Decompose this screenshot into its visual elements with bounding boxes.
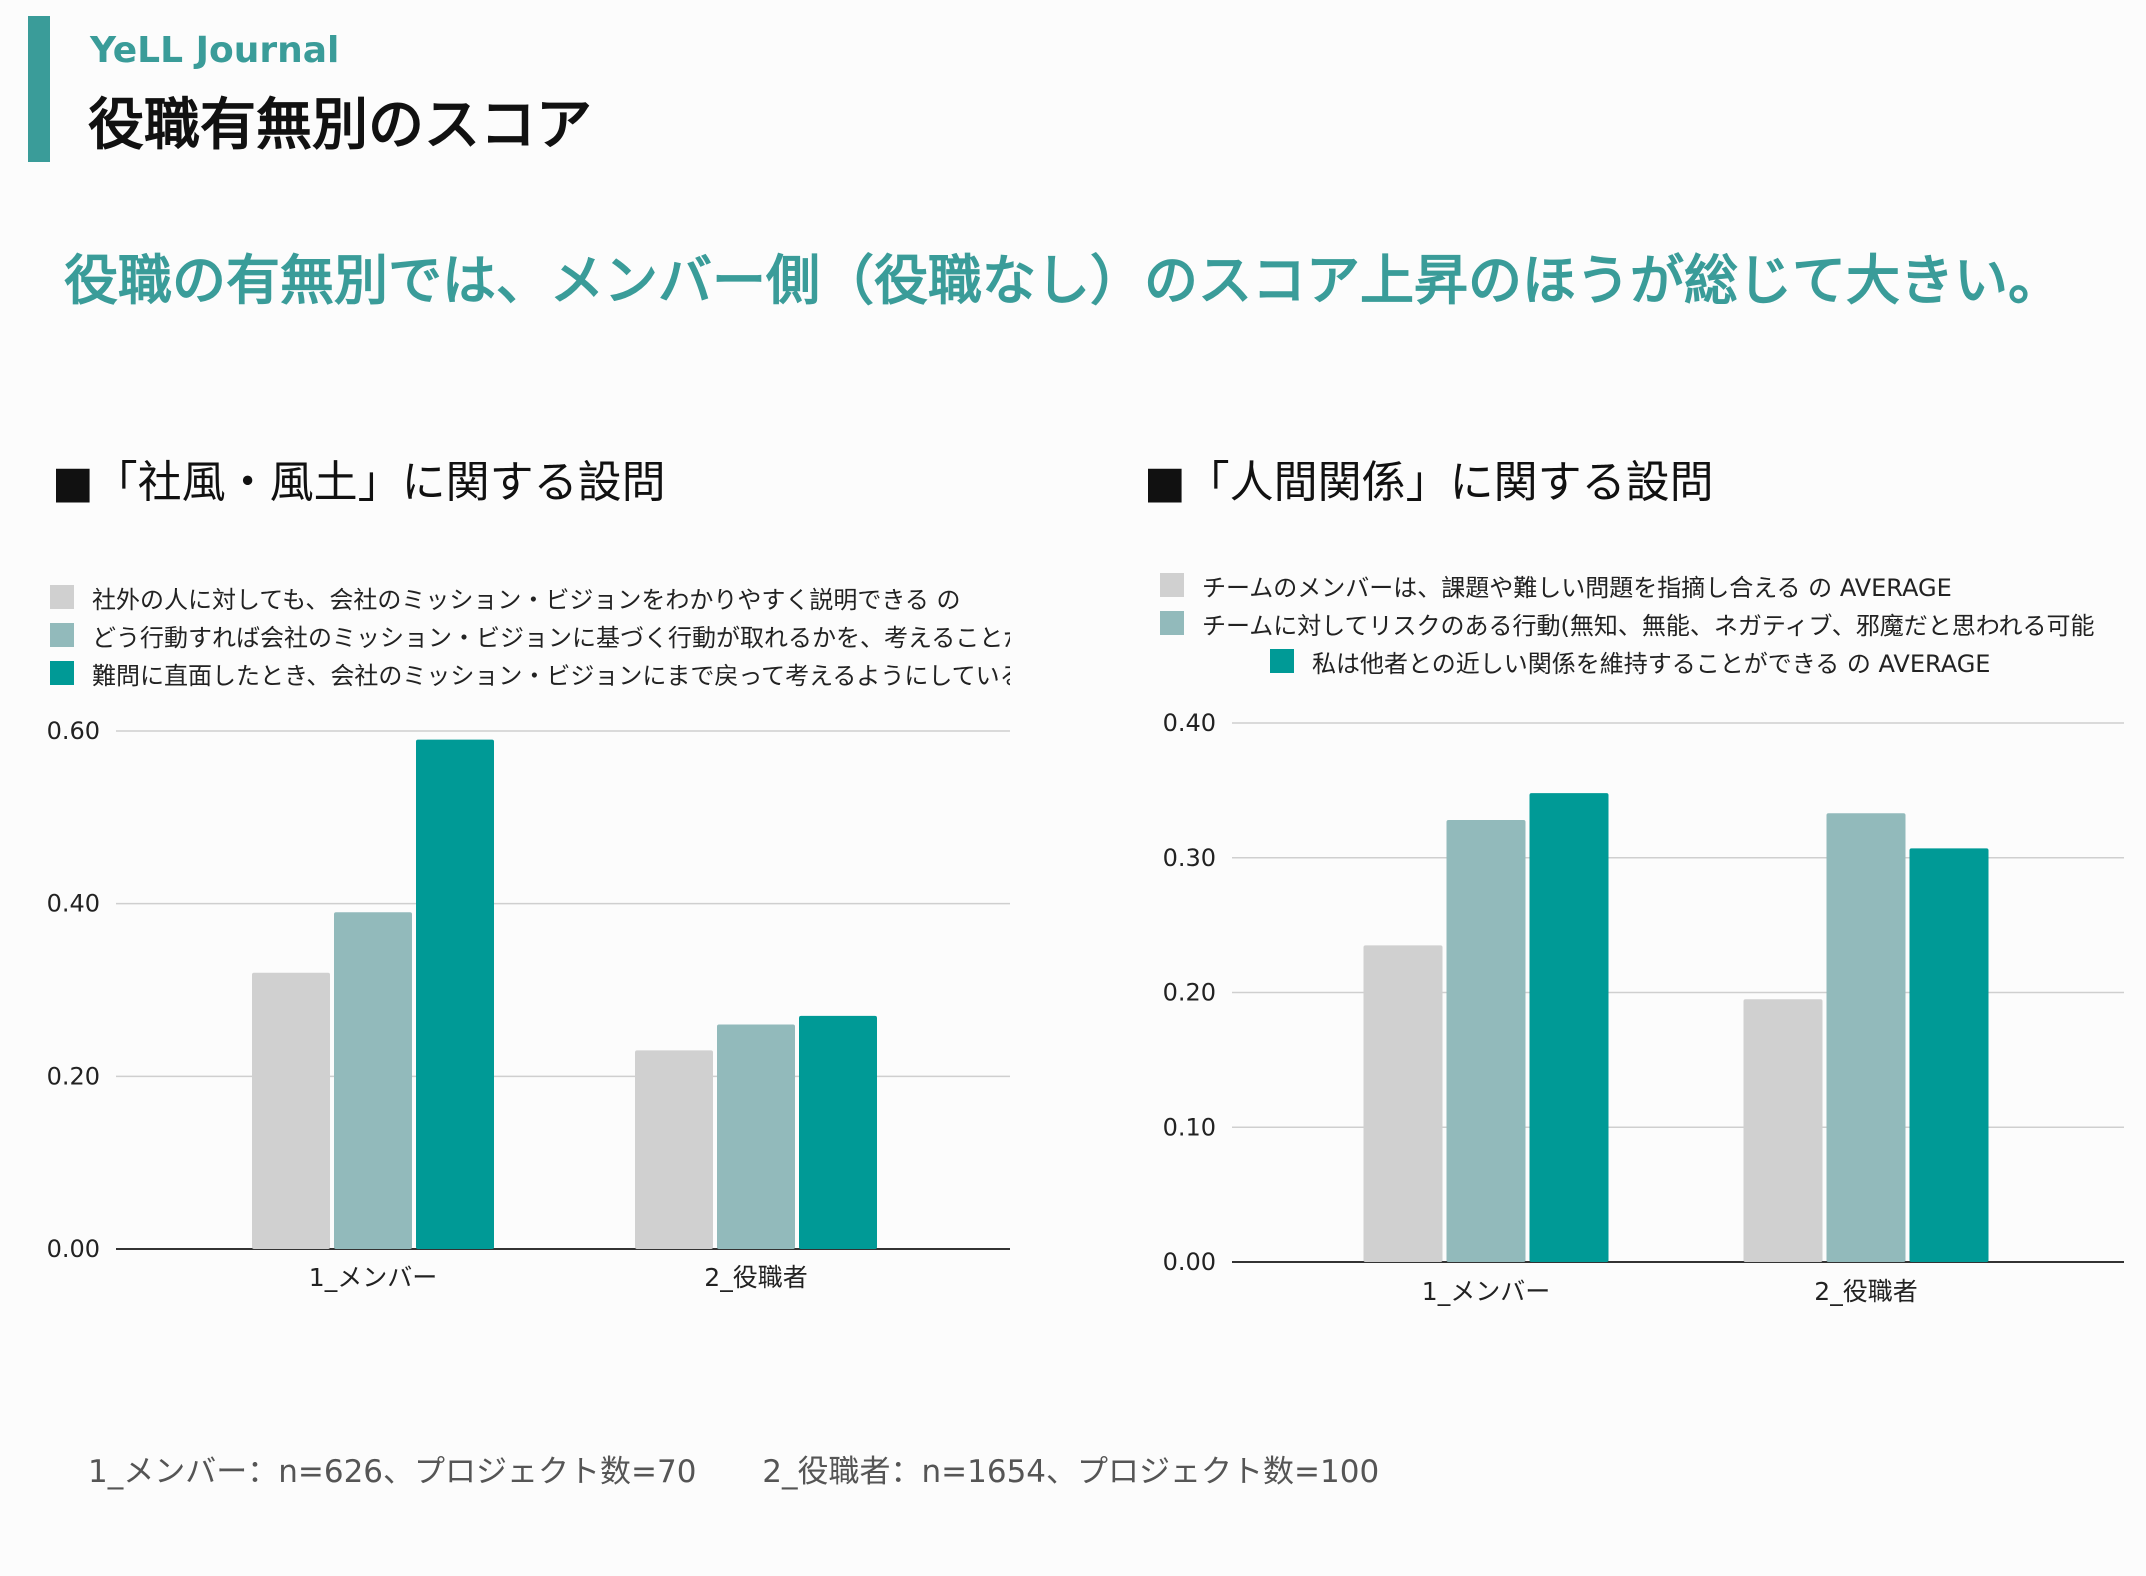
right-section-title: ■「人間関係」に関する設問 [1144, 457, 1714, 508]
page-title: 役職有無別のスコア [88, 93, 592, 158]
legend-swatch [1270, 649, 1294, 673]
y-tick-label: 0.20 [47, 1062, 100, 1090]
brand-label: YeLL Journal [90, 30, 340, 71]
bar [334, 912, 412, 1249]
bar [1529, 793, 1609, 1262]
legend-label: どう行動すれば会社のミッション・ビジョンに基づく行動が取れるかを、考えることがあ [92, 623, 1010, 652]
bar [1446, 820, 1526, 1262]
bar [252, 972, 330, 1249]
footnote: 1_メンバー：n=626、プロジェクト数=70 2_役職者：n=1654、プロジ… [88, 1446, 1379, 1491]
y-tick-label: 0.10 [1163, 1113, 1216, 1141]
y-tick-label: 0.40 [47, 890, 100, 918]
legend-label: 難問に直面したとき、会社のミッション・ビジョンにまで戻って考えるようにしている … [92, 661, 1010, 690]
bar [416, 739, 494, 1249]
bar [1363, 945, 1443, 1262]
legend-item: どう行動すれば会社のミッション・ビジョンに基づく行動が取れるかを、考えることがあ [50, 616, 1010, 654]
x-category-label: 2_役職者 [704, 1263, 807, 1292]
bar [799, 1015, 877, 1249]
footnote-manager: 2_役職者：n=1654、プロジェクト数=100 [762, 1454, 1380, 1490]
legend-item: 難問に直面したとき、会社のミッション・ビジョンにまで戻って考えるようにしている … [50, 654, 1010, 692]
legend-swatch [50, 623, 74, 647]
accent-bar [28, 16, 50, 162]
y-tick-label: 0.00 [1163, 1248, 1216, 1276]
y-tick-label: 0.40 [1163, 709, 1216, 737]
legend-item: チームのメンバーは、課題や難しい問題を指摘し合える の AVERAGE [1160, 566, 2120, 604]
legend-item: 社外の人に対しても、会社のミッション・ビジョンをわかりやすく説明できる の [50, 578, 1010, 616]
legend-swatch [1160, 611, 1184, 635]
bar [717, 1024, 795, 1249]
legend-label: 私は他者との近しい関係を維持することができる の AVERAGE [1312, 649, 1991, 678]
y-tick-label: 0.60 [47, 717, 100, 745]
bar [1743, 999, 1823, 1262]
bar [635, 1050, 713, 1249]
legend-label: チームに対してリスクのある行動(無知、無能、ネガティブ、邪魔だと思われる可能 [1202, 611, 2095, 640]
legend-swatch [50, 661, 74, 685]
footnote-member: 1_メンバー：n=626、プロジェクト数=70 [88, 1454, 697, 1490]
y-tick-label: 0.20 [1163, 979, 1216, 1007]
bar [1909, 848, 1989, 1262]
legend-swatch [1160, 573, 1184, 597]
left-section-title: ■「社風・風土」に関する設問 [52, 457, 666, 508]
legend-label: 社外の人に対しても、会社のミッション・ビジョンをわかりやすく説明できる の [92, 585, 961, 614]
y-tick-label: 0.00 [47, 1235, 100, 1263]
legend-item: 私は他者との近しい関係を維持することができる の AVERAGE [1160, 642, 2120, 680]
right-chart-legend: チームのメンバーは、課題や難しい問題を指摘し合える の AVERAGE チームに… [1160, 566, 2120, 680]
legend-item: チームに対してリスクのある行動(無知、無能、ネガティブ、邪魔だと思われる可能 [1160, 604, 2120, 642]
bar [1826, 813, 1906, 1262]
x-category-label: 2_役職者 [1814, 1277, 1917, 1306]
legend-label: チームのメンバーは、課題や難しい問題を指摘し合える の AVERAGE [1202, 573, 1952, 602]
legend-swatch [50, 585, 74, 609]
y-tick-label: 0.30 [1163, 844, 1216, 872]
x-category-label: 1_メンバー [1422, 1277, 1550, 1306]
headline: 役職の有無別では、メンバー側（役職なし）のスコア上昇のほうが総じて大きい。 [64, 249, 2062, 312]
x-category-label: 1_メンバー [309, 1263, 437, 1292]
left-chart-legend: 社外の人に対しても、会社のミッション・ビジョンをわかりやすく説明できる の どう… [50, 578, 1010, 692]
